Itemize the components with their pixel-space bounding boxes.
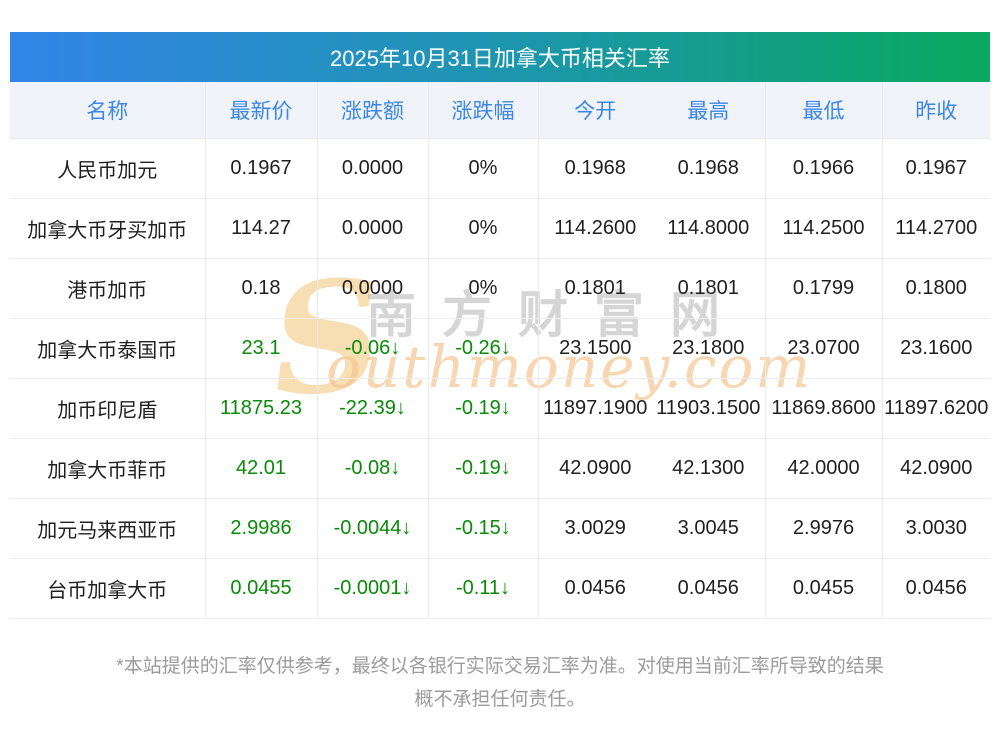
cell-high: 0.1801 xyxy=(652,258,766,319)
cell-latest: 0.1967 xyxy=(205,138,318,199)
cell-high: 114.8000 xyxy=(652,198,766,259)
cell-open: 11897.1900 xyxy=(538,378,652,439)
cell-latest: 114.27 xyxy=(205,198,318,259)
cell-latest: 42.01 xyxy=(205,438,318,499)
cell-open: 114.2600 xyxy=(538,198,652,259)
cell-change-pct: -0.19↓ xyxy=(428,378,539,439)
cell-pair-name: 加币印尼盾 xyxy=(10,378,206,439)
cell-open: 23.1500 xyxy=(538,318,652,379)
table-row: 台币加拿大币 0.0455 -0.0001↓ -0.11↓ 0.0456 0.0… xyxy=(10,558,990,619)
cell-prev-close: 11897.6200 xyxy=(882,378,990,439)
table-title: 2025年10月31日加拿大币相关汇率 xyxy=(330,46,670,71)
cell-open: 0.1968 xyxy=(538,138,652,199)
cell-prev-close: 42.0900 xyxy=(882,438,990,499)
col-header-change-pct: 涨跌幅 xyxy=(428,82,539,139)
cell-prev-close: 3.0030 xyxy=(882,498,990,559)
cell-low: 11869.8600 xyxy=(765,378,883,439)
cell-change: -22.39↓ xyxy=(317,378,429,439)
cell-change: -0.08↓ xyxy=(317,438,429,499)
disclaimer-line1: *本站提供的汇率仅供参考，最终以各银行实际交易汇率为准。对使用当前汇率所导致的结… xyxy=(116,656,884,677)
cell-high: 11903.1500 xyxy=(652,378,766,439)
cell-prev-close: 0.1967 xyxy=(882,138,990,199)
cell-prev-close: 114.2700 xyxy=(882,198,990,259)
disclaimer: *本站提供的汇率仅供参考，最终以各银行实际交易汇率为准。对使用当前汇率所导致的结… xyxy=(0,650,1000,716)
cell-change-pct: 0% xyxy=(428,198,539,259)
rates-table-body: 人民币加元 0.1967 0.0000 0% 0.1968 0.1968 0.1… xyxy=(10,138,990,619)
cell-change-pct: 0% xyxy=(428,138,539,199)
cell-high: 23.1800 xyxy=(652,318,766,379)
cell-pair-name: 加拿大币泰国币 xyxy=(10,318,206,379)
cell-latest: 23.1 xyxy=(205,318,318,379)
rates-table: 名称 最新价 涨跌额 涨跌幅 今开 最高 最低 昨收 人民币加元 0.1967 … xyxy=(10,82,990,619)
table-row: 港币加币 0.18 0.0000 0% 0.1801 0.1801 0.1799… xyxy=(10,258,990,319)
col-header-name: 名称 xyxy=(10,82,206,139)
cell-pair-name: 台币加拿大币 xyxy=(10,558,206,619)
col-header-change: 涨跌额 xyxy=(317,82,429,139)
cell-high: 42.1300 xyxy=(652,438,766,499)
rates-table-card: 2025年10月31日加拿大币相关汇率 名称 最新价 涨跌额 涨跌幅 今开 最高… xyxy=(10,32,990,619)
cell-open: 42.0900 xyxy=(538,438,652,499)
cell-pair-name: 加拿大币菲币 xyxy=(10,438,206,499)
table-title-bar: 2025年10月31日加拿大币相关汇率 xyxy=(10,32,990,82)
cell-low: 0.1966 xyxy=(765,138,883,199)
cell-change: 0.0000 xyxy=(317,198,429,259)
cell-prev-close: 0.1800 xyxy=(882,258,990,319)
col-header-latest: 最新价 xyxy=(205,82,318,139)
cell-change: -0.06↓ xyxy=(317,318,429,379)
cell-change: 0.0000 xyxy=(317,258,429,319)
cell-change-pct: -0.11↓ xyxy=(428,558,539,619)
cell-pair-name: 加拿大币牙买加币 xyxy=(10,198,206,259)
cell-high: 3.0045 xyxy=(652,498,766,559)
cell-high: 0.0456 xyxy=(652,558,766,619)
col-header-prev-close: 昨收 xyxy=(882,82,990,139)
cell-open: 0.0456 xyxy=(538,558,652,619)
cell-latest: 11875.23 xyxy=(205,378,318,439)
cell-change: 0.0000 xyxy=(317,138,429,199)
cell-pair-name: 加元马来西亚币 xyxy=(10,498,206,559)
table-row: 加币印尼盾 11875.23 -22.39↓ -0.19↓ 11897.1900… xyxy=(10,378,990,439)
col-header-open: 今开 xyxy=(538,82,652,139)
cell-change-pct: -0.15↓ xyxy=(428,498,539,559)
table-row: 加拿大币泰国币 23.1 -0.06↓ -0.26↓ 23.1500 23.18… xyxy=(10,318,990,379)
cell-pair-name: 港币加币 xyxy=(10,258,206,319)
table-row: 加拿大币菲币 42.01 -0.08↓ -0.19↓ 42.0900 42.13… xyxy=(10,438,990,499)
cell-low: 42.0000 xyxy=(765,438,883,499)
cell-low: 114.2500 xyxy=(765,198,883,259)
table-header-row: 名称 最新价 涨跌额 涨跌幅 今开 最高 最低 昨收 xyxy=(10,82,990,139)
cell-latest: 0.18 xyxy=(205,258,318,319)
cell-open: 0.1801 xyxy=(538,258,652,319)
cell-prev-close: 23.1600 xyxy=(882,318,990,379)
cell-low: 2.9976 xyxy=(765,498,883,559)
disclaimer-line2: 概不承担任何责任。 xyxy=(414,689,586,710)
cell-low: 0.0455 xyxy=(765,558,883,619)
cell-prev-close: 0.0456 xyxy=(882,558,990,619)
cell-change-pct: 0% xyxy=(428,258,539,319)
cell-pair-name: 人民币加元 xyxy=(10,138,206,199)
cell-latest: 0.0455 xyxy=(205,558,318,619)
cell-low: 23.0700 xyxy=(765,318,883,379)
cell-latest: 2.9986 xyxy=(205,498,318,559)
cell-change-pct: -0.26↓ xyxy=(428,318,539,379)
table-row: 人民币加元 0.1967 0.0000 0% 0.1968 0.1968 0.1… xyxy=(10,138,990,199)
cell-low: 0.1799 xyxy=(765,258,883,319)
cell-change: -0.0001↓ xyxy=(317,558,429,619)
col-header-low: 最低 xyxy=(765,82,883,139)
cell-change-pct: -0.19↓ xyxy=(428,438,539,499)
col-header-high: 最高 xyxy=(652,82,766,139)
cell-open: 3.0029 xyxy=(538,498,652,559)
cell-change: -0.0044↓ xyxy=(317,498,429,559)
table-row: 加元马来西亚币 2.9986 -0.0044↓ -0.15↓ 3.0029 3.… xyxy=(10,498,990,559)
cell-high: 0.1968 xyxy=(652,138,766,199)
table-row: 加拿大币牙买加币 114.27 0.0000 0% 114.2600 114.8… xyxy=(10,198,990,259)
